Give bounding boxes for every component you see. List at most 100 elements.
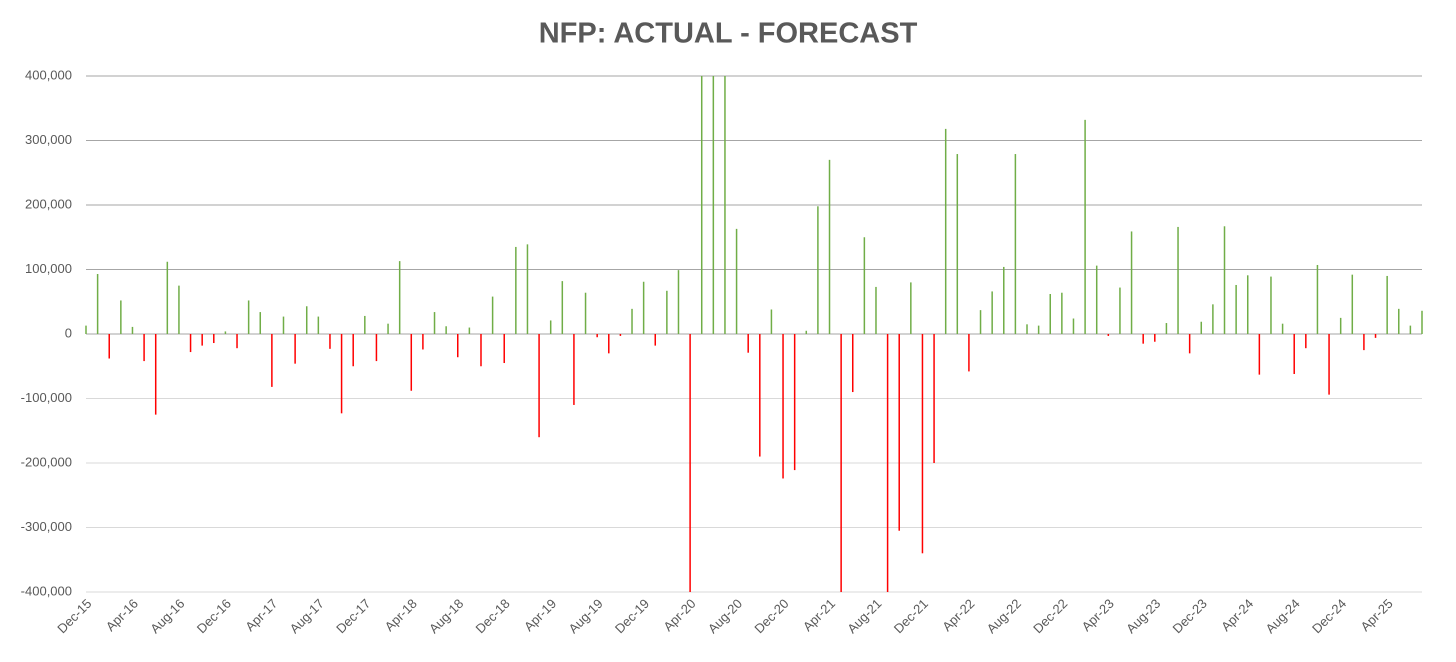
bar (131, 326, 134, 334)
bar (1084, 119, 1086, 334)
x-tick-label: Apr-17 (242, 596, 280, 634)
bar (1095, 265, 1098, 334)
bar (770, 309, 773, 334)
bar (515, 246, 517, 334)
x-tick-label: Apr-24 (1218, 596, 1256, 634)
bar (305, 306, 308, 334)
bar (1119, 287, 1121, 334)
bar (1165, 323, 1168, 334)
x-tick-label: Apr-19 (521, 596, 559, 634)
bar (817, 206, 819, 334)
bar (398, 261, 401, 334)
x-tick-label: Dec-18 (473, 596, 513, 636)
bar (503, 334, 505, 364)
bar (282, 316, 285, 334)
bar (1246, 275, 1249, 334)
x-tick-label: Dec-20 (751, 596, 791, 636)
bar (1258, 334, 1261, 375)
bar (1374, 334, 1377, 338)
bar (851, 334, 854, 393)
bar (782, 334, 784, 479)
x-tick-label: Aug-22 (984, 596, 1024, 636)
chart-title: NFP: ACTUAL - FORECAST (539, 18, 918, 50)
x-tick-label: Apr-21 (800, 596, 838, 634)
bar (666, 290, 668, 334)
x-tick-label: Aug-18 (426, 596, 466, 636)
bar (166, 261, 169, 334)
bar (863, 237, 866, 334)
bar (1072, 318, 1075, 334)
x-tick-label: Dec-16 (194, 596, 234, 636)
bar (654, 334, 657, 346)
bar (468, 327, 471, 334)
bar (96, 274, 99, 334)
bar (1130, 231, 1133, 334)
bar (422, 334, 424, 350)
bar (1409, 325, 1412, 334)
bar (247, 300, 250, 334)
bar (538, 334, 540, 438)
x-tick-label: Apr-25 (1357, 596, 1395, 634)
y-tick-label: 0 (65, 325, 72, 340)
bar (968, 334, 970, 372)
bar (642, 281, 645, 334)
bar (154, 334, 157, 415)
bar (329, 334, 331, 349)
bar (898, 334, 900, 531)
bar (1003, 266, 1005, 334)
bar (1026, 324, 1028, 334)
y-tick-label: -400,000 (21, 583, 72, 598)
y-tick-label: -300,000 (21, 519, 72, 534)
bars (85, 76, 1423, 592)
bar (352, 334, 354, 367)
x-tick-label: Aug-21 (844, 596, 884, 636)
bar (724, 76, 726, 334)
x-tick-label: Dec-22 (1030, 596, 1070, 636)
bar (491, 296, 494, 334)
bar (608, 334, 610, 354)
bar (793, 334, 796, 471)
bar (1200, 321, 1203, 334)
bar (387, 323, 389, 334)
x-tick-label: Aug-17 (287, 596, 327, 636)
bar (689, 334, 691, 592)
bar (1316, 264, 1319, 334)
bar (1049, 294, 1051, 334)
bar (1281, 323, 1284, 334)
bar (120, 300, 122, 334)
bar (956, 154, 959, 334)
bar (189, 334, 192, 353)
bar (143, 334, 145, 362)
x-tick-label: Aug-23 (1123, 596, 1163, 636)
bar (596, 334, 598, 338)
x-tick-label: Aug-19 (565, 596, 605, 636)
bar (1212, 304, 1214, 334)
x-tick-label: Apr-16 (103, 596, 141, 634)
bar (875, 286, 877, 334)
bar (364, 315, 366, 334)
bar (445, 326, 447, 334)
bar (910, 282, 912, 334)
bar (1386, 275, 1388, 334)
bar (271, 334, 273, 387)
bar (201, 334, 203, 346)
bar (1351, 274, 1354, 334)
bar (886, 334, 889, 592)
bar (747, 334, 749, 353)
y-tick-label: 300,000 (25, 132, 72, 147)
bar (921, 334, 924, 554)
bar (480, 334, 482, 367)
bar (178, 285, 180, 334)
bar (573, 334, 575, 405)
x-tick-label: Aug-24 (1263, 596, 1303, 636)
bar (375, 334, 378, 362)
bar (584, 292, 587, 334)
y-tick-label: 400,000 (25, 67, 72, 82)
bar (735, 228, 738, 334)
bar (1235, 284, 1237, 334)
bar (340, 334, 343, 414)
bar (259, 312, 262, 334)
x-tick-label: Dec-17 (333, 596, 373, 636)
x-tick-label: Dec-21 (891, 596, 931, 636)
x-tick-label: Apr-18 (382, 596, 420, 634)
